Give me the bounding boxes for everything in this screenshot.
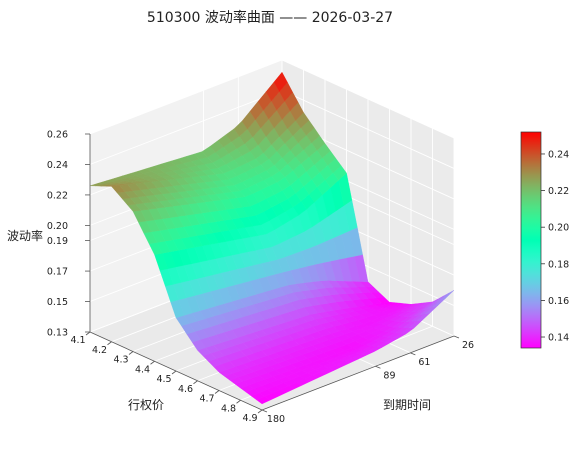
x-tick-mark — [171, 370, 177, 375]
y-tick-label: 89 — [383, 370, 395, 381]
colorbar-tick-label: 0.16 — [548, 296, 569, 307]
left-wall-grid-line — [89, 90, 283, 165]
y-axis-line — [261, 335, 455, 411]
x-tick-label: 4.6 — [178, 384, 193, 395]
colorbar-tick-label: 0.20 — [548, 223, 569, 234]
z-tick-label: 0.13 — [47, 328, 68, 339]
back-wall-grid-line — [281, 59, 455, 139]
z-tick-label: 0.17 — [47, 267, 68, 278]
y-tick-mark — [261, 409, 268, 413]
y-axis-label: 到期时间 — [383, 398, 431, 412]
x-tick-mark — [128, 351, 134, 355]
y-tick-label: 61 — [418, 357, 430, 368]
x-tick-label: 4.3 — [113, 355, 128, 366]
x-tick-label: 4.4 — [135, 364, 150, 375]
tick-labels: 4.1 4.2 4.3 4.4 4.5 4.6 4.7 4.8 4.9 26 61 89 180 0.13… — [47, 130, 474, 426]
z-tick-label: 0.24 — [47, 160, 68, 171]
left-wall-grid-line — [89, 59, 283, 135]
y-tick-label: 180 — [267, 414, 285, 425]
z-axis-label: 波动率 — [7, 228, 43, 243]
colorbar-tick-label: 0.24 — [548, 149, 569, 160]
colorbar-tick-label: 0.18 — [548, 259, 569, 270]
x-tick-mark — [236, 399, 241, 404]
x-tick-label: 4.2 — [92, 345, 107, 356]
x-tick-mark — [107, 341, 112, 346]
z-tick-label: 0.15 — [47, 297, 68, 308]
y-tick-mark — [453, 335, 460, 339]
x-tick-mark — [257, 409, 263, 414]
x-tick-label: 4.1 — [70, 335, 85, 346]
x-tick-label: 4.7 — [199, 394, 214, 405]
colorbar-tick-label: 0.22 — [548, 186, 569, 197]
x-tick-mark — [193, 380, 198, 385]
chart-title: 510300 波动率曲面 —— 2026-03-27 — [147, 9, 393, 26]
z-tick-label: 0.22 — [47, 190, 68, 201]
z-tick-label: 0.19 — [47, 236, 68, 247]
z-tick-label: 0.26 — [47, 130, 68, 141]
surface — [89, 71, 455, 405]
colorbar-tick-label: 0.14 — [548, 333, 569, 344]
x-tick-mark — [85, 331, 91, 336]
colorbar-gradient — [520, 131, 542, 349]
colorbar: 0.14 0.16 0.18 0.20 0.22 0.24 — [520, 131, 569, 349]
x-tick-label: 4.9 — [242, 413, 257, 424]
x-axis-label: 行权价 — [128, 398, 164, 412]
x-tick-label: 4.8 — [221, 403, 236, 414]
x-tick-mark — [150, 360, 155, 365]
x-tick-mark — [214, 390, 220, 394]
back-wall-grid-line — [281, 90, 455, 169]
z-tick-label: 0.20 — [47, 221, 68, 232]
y-tick-mark — [375, 365, 381, 369]
surface-cell — [273, 71, 288, 92]
y-tick-label: 26 — [462, 340, 474, 351]
y-tick-mark — [410, 352, 416, 356]
x-tick-label: 4.5 — [156, 374, 171, 385]
